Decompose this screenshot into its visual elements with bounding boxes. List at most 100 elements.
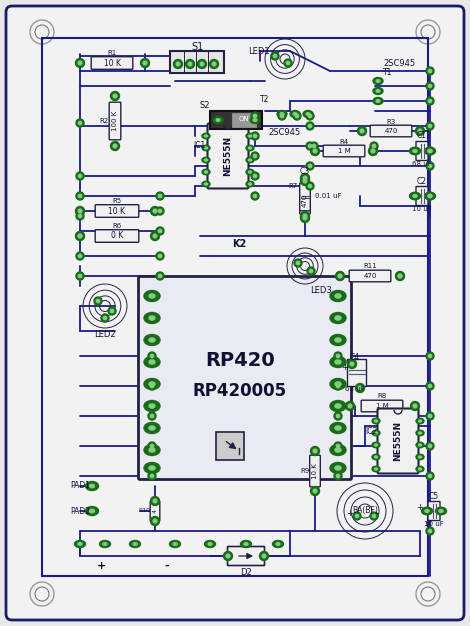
Text: +: + bbox=[97, 561, 107, 571]
Text: T1: T1 bbox=[383, 68, 392, 77]
Ellipse shape bbox=[133, 543, 137, 545]
Circle shape bbox=[308, 125, 312, 128]
Circle shape bbox=[158, 194, 162, 198]
Ellipse shape bbox=[144, 444, 160, 456]
Ellipse shape bbox=[149, 426, 155, 430]
Text: R2: R2 bbox=[100, 118, 109, 124]
Circle shape bbox=[313, 145, 316, 148]
Text: 1 M: 1 M bbox=[376, 403, 388, 409]
Ellipse shape bbox=[330, 444, 346, 456]
Circle shape bbox=[345, 401, 354, 411]
Circle shape bbox=[76, 172, 84, 180]
Ellipse shape bbox=[375, 468, 377, 470]
Circle shape bbox=[334, 472, 342, 480]
Ellipse shape bbox=[144, 312, 160, 324]
Ellipse shape bbox=[335, 338, 341, 342]
Circle shape bbox=[156, 272, 164, 280]
Ellipse shape bbox=[144, 290, 160, 302]
Circle shape bbox=[76, 232, 84, 240]
Ellipse shape bbox=[249, 183, 251, 185]
Text: 470: 470 bbox=[363, 273, 376, 279]
Circle shape bbox=[353, 512, 361, 520]
Circle shape bbox=[308, 164, 312, 168]
Circle shape bbox=[173, 59, 182, 68]
Circle shape bbox=[259, 552, 268, 560]
Ellipse shape bbox=[436, 507, 446, 515]
Ellipse shape bbox=[246, 169, 254, 175]
Ellipse shape bbox=[418, 444, 422, 446]
Circle shape bbox=[398, 274, 402, 278]
Ellipse shape bbox=[330, 379, 346, 389]
Circle shape bbox=[158, 254, 162, 258]
Circle shape bbox=[150, 496, 159, 506]
Circle shape bbox=[253, 194, 257, 198]
Ellipse shape bbox=[424, 192, 436, 200]
Circle shape bbox=[372, 515, 376, 518]
Circle shape bbox=[360, 129, 364, 133]
Text: C1: C1 bbox=[417, 131, 427, 140]
Circle shape bbox=[334, 412, 342, 420]
Ellipse shape bbox=[373, 98, 383, 105]
Circle shape bbox=[306, 162, 314, 170]
Text: C4: C4 bbox=[350, 353, 360, 362]
Ellipse shape bbox=[208, 543, 212, 545]
Circle shape bbox=[413, 404, 417, 408]
Circle shape bbox=[143, 61, 147, 65]
Circle shape bbox=[337, 444, 340, 448]
Circle shape bbox=[78, 254, 82, 258]
Ellipse shape bbox=[375, 420, 377, 422]
Circle shape bbox=[336, 272, 345, 280]
Ellipse shape bbox=[149, 360, 155, 364]
Ellipse shape bbox=[372, 454, 380, 459]
Ellipse shape bbox=[249, 135, 251, 137]
Circle shape bbox=[428, 384, 431, 387]
Ellipse shape bbox=[290, 111, 300, 118]
Ellipse shape bbox=[204, 159, 208, 161]
Ellipse shape bbox=[144, 423, 160, 433]
Circle shape bbox=[76, 252, 84, 260]
Circle shape bbox=[372, 145, 376, 148]
Circle shape bbox=[293, 112, 301, 120]
Circle shape bbox=[337, 475, 340, 478]
Ellipse shape bbox=[335, 382, 341, 386]
Circle shape bbox=[76, 207, 85, 215]
FancyBboxPatch shape bbox=[227, 546, 265, 565]
Circle shape bbox=[426, 382, 434, 390]
Bar bbox=[210, 111, 262, 129]
Circle shape bbox=[156, 252, 164, 260]
Ellipse shape bbox=[372, 418, 380, 424]
Ellipse shape bbox=[241, 540, 251, 548]
Ellipse shape bbox=[204, 135, 208, 137]
Circle shape bbox=[150, 207, 159, 215]
Ellipse shape bbox=[249, 147, 251, 149]
Ellipse shape bbox=[422, 507, 432, 515]
Ellipse shape bbox=[144, 356, 160, 367]
Ellipse shape bbox=[89, 485, 94, 488]
Ellipse shape bbox=[335, 360, 341, 364]
Ellipse shape bbox=[216, 119, 220, 121]
FancyBboxPatch shape bbox=[323, 145, 365, 156]
Circle shape bbox=[251, 152, 259, 160]
Circle shape bbox=[224, 552, 233, 560]
Ellipse shape bbox=[373, 78, 383, 85]
Ellipse shape bbox=[425, 510, 429, 513]
Circle shape bbox=[271, 52, 279, 60]
Circle shape bbox=[153, 209, 157, 213]
Text: D2: D2 bbox=[240, 568, 252, 577]
Ellipse shape bbox=[244, 543, 248, 545]
Circle shape bbox=[251, 192, 259, 200]
Text: 4: 4 bbox=[152, 509, 157, 513]
Text: RP420: RP420 bbox=[205, 352, 275, 371]
Ellipse shape bbox=[280, 113, 284, 115]
FancyBboxPatch shape bbox=[6, 6, 464, 620]
Ellipse shape bbox=[409, 192, 421, 200]
Circle shape bbox=[347, 359, 357, 369]
Ellipse shape bbox=[413, 195, 417, 197]
Text: IC2: IC2 bbox=[365, 426, 377, 436]
Circle shape bbox=[76, 212, 84, 220]
Circle shape bbox=[113, 144, 117, 148]
Circle shape bbox=[303, 216, 307, 220]
Circle shape bbox=[415, 126, 424, 135]
Text: 10 uF: 10 uF bbox=[424, 521, 444, 527]
Text: R5: R5 bbox=[112, 198, 122, 204]
